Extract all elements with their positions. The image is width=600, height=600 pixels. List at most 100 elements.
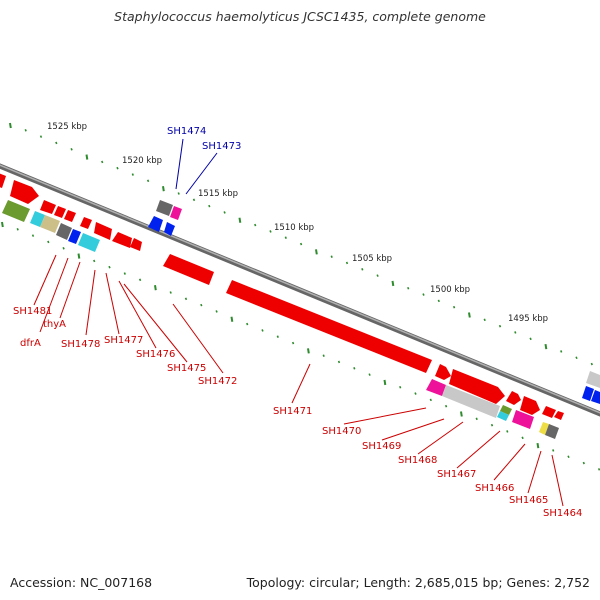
ruler-tick (47, 240, 50, 244)
gene-arrow[interactable] (80, 217, 92, 229)
ruler-tick (62, 246, 65, 250)
gene-arrow[interactable] (64, 210, 76, 222)
gene-arrow[interactable] (582, 386, 594, 401)
ruler-tick (108, 265, 111, 269)
gene-arrow[interactable] (40, 200, 56, 214)
ruler-tick (560, 350, 563, 353)
reverse-strand-genes (2, 200, 600, 439)
gene-arrow[interactable] (170, 206, 182, 220)
gene-label: SH1481 (13, 306, 52, 317)
ruler-tick (31, 234, 35, 237)
ruler-tick (299, 242, 303, 246)
ruler-tick (353, 367, 356, 370)
gene-arrow[interactable] (10, 180, 39, 204)
ruler-tick (223, 211, 226, 214)
ruler-tick (123, 272, 126, 275)
gene-arrow[interactable] (2, 200, 30, 222)
gene-label: SH1470 (322, 426, 361, 437)
gene-arrow[interactable] (426, 379, 446, 396)
gene-arrow[interactable] (554, 411, 564, 420)
gene-label: SH1465 (509, 495, 548, 506)
ruler-tick (337, 360, 341, 364)
ruler-tick (330, 255, 333, 258)
gene-arrow[interactable] (30, 211, 45, 227)
bottom-gene-labels: SH1481 thyA dfrA SH1478 SH1477 SH1476 SH… (13, 306, 582, 519)
gene-arrow[interactable] (542, 406, 556, 418)
ruler-tick (315, 249, 318, 255)
ruler-tick (146, 179, 150, 183)
gene-label: SH1469 (362, 441, 401, 452)
gene-label: SH1478 (61, 339, 100, 350)
gene-arrow[interactable] (506, 391, 521, 405)
gene-arrow[interactable] (40, 215, 60, 233)
gene-arrow[interactable] (112, 232, 132, 248)
ruler-tick (422, 293, 425, 296)
ruler-tick (590, 362, 593, 366)
ruler-tick (452, 305, 456, 309)
gene-arrow[interactable] (0, 172, 6, 188)
gene-label: SH1464 (543, 508, 582, 519)
ruler-tick (138, 278, 142, 282)
ruler-tick (169, 291, 172, 294)
gene-arrow[interactable] (449, 369, 505, 404)
ruler-tick (552, 449, 555, 452)
ruler-tick (429, 398, 432, 402)
gene-arrow[interactable] (130, 238, 142, 251)
ruler-tick (536, 442, 540, 449)
gene-arrow[interactable] (78, 233, 100, 252)
ruler-tick (261, 329, 264, 332)
ruler-tick (70, 147, 73, 151)
ruler-tick (597, 468, 600, 471)
gene-arrow[interactable] (164, 222, 175, 236)
ruler-tick (39, 135, 43, 138)
ruler-tick (490, 423, 494, 427)
gene-arrow[interactable] (148, 216, 163, 232)
ruler-tick (483, 318, 486, 322)
forward-strand-genes (0, 172, 600, 415)
ruler-label: 1510 kbp (274, 223, 314, 233)
ruler-tick (192, 198, 196, 202)
gene-arrow[interactable] (56, 223, 72, 240)
ruler-tick (506, 430, 509, 433)
ruler-tick (184, 297, 188, 301)
ruler-tick (399, 385, 402, 389)
gene-label: SH1467 (437, 469, 476, 480)
ruler-tick (276, 335, 279, 339)
gene-label: SH1477 (104, 335, 143, 346)
gene-arrow[interactable] (500, 405, 512, 415)
gene-label: SH1475 (167, 363, 206, 374)
gene-arrow[interactable] (591, 390, 600, 404)
gene-arrow[interactable] (539, 422, 549, 435)
ruler-tick (460, 411, 463, 417)
ruler-tick (177, 192, 180, 195)
ruler-label: 1495 kbp (508, 314, 548, 324)
gene-arrow[interactable] (156, 200, 173, 216)
gene-arrow[interactable] (512, 410, 534, 429)
ruler-tick (215, 310, 218, 313)
ruler-tick (284, 236, 287, 240)
gene-arrow[interactable] (442, 385, 500, 418)
ruler-tick (238, 217, 242, 223)
ruler-labels: 1525 kbp 1520 kbp 1515 kbp 1510 kbp 1505… (47, 122, 548, 324)
gene-arrow[interactable] (586, 371, 600, 388)
gene-arrow[interactable] (163, 254, 214, 285)
gene-arrow[interactable] (68, 229, 81, 244)
ruler-tick (514, 331, 517, 334)
gene-arrow[interactable] (226, 280, 432, 373)
ruler-tick (575, 356, 578, 360)
ruler-label: 1525 kbp (47, 122, 87, 132)
ruler-tick (1, 221, 4, 228)
gene-arrow[interactable] (94, 222, 112, 240)
gene-label: SH1472 (198, 376, 237, 387)
ruler-tick (55, 141, 58, 145)
gene-arrow[interactable] (54, 206, 66, 218)
gene-arrow[interactable] (435, 364, 451, 380)
ruler-tick (498, 324, 502, 328)
gene-arrow[interactable] (545, 424, 559, 439)
gene-label: thyA (43, 319, 66, 330)
ruler-tick (529, 337, 532, 341)
gene-arrow[interactable] (520, 396, 540, 415)
gene-arrow[interactable] (497, 411, 509, 421)
ruler-tick (131, 173, 134, 176)
